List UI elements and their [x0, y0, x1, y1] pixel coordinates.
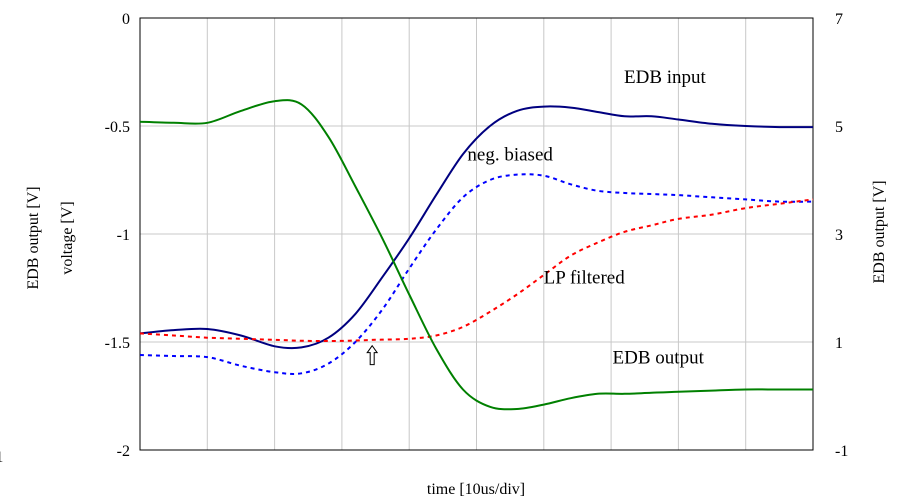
- curve-label: EDB output: [613, 348, 705, 369]
- right-axis-ticks: 7 5 3 1 -1: [835, 11, 848, 460]
- annotations: EDB input neg. biased LP filtered EDB outpu…: [366, 67, 707, 369]
- right-tick-label: 3: [835, 227, 843, 244]
- right-axis-title: EDB output [V]: [871, 180, 888, 283]
- right-tick-label: 7: [835, 11, 843, 28]
- right-tick-label: 5: [835, 119, 843, 136]
- up-arrow-icon: [366, 344, 379, 366]
- left-axis-title-inner: voltage [V]: [59, 201, 76, 274]
- left-tick-label: -1: [117, 227, 130, 244]
- series-lp-filtered-line: [139, 198, 814, 343]
- curve-label: EDB input: [624, 67, 707, 88]
- series-edb-input-line: [139, 105, 814, 350]
- right-tick-label: -1: [835, 443, 848, 460]
- left-axis-ticks: 0 -0.5 -1 -1.5 -2: [105, 11, 130, 460]
- left-tick-label: -1.5: [105, 335, 130, 352]
- plot-frame: [139, 17, 814, 451]
- left-extra-tick-label: -1: [0, 449, 3, 466]
- series-layer: [139, 99, 814, 411]
- series-neg-biased-line: [139, 173, 814, 375]
- curve-label: LP filtered: [544, 268, 626, 289]
- grid: [140, 18, 813, 450]
- series-edb-output-line: [139, 99, 813, 411]
- x-axis-title: time [10us/div]: [427, 481, 525, 498]
- left-tick-label: -2: [117, 443, 130, 460]
- curve-label: neg. biased: [467, 145, 553, 166]
- left-tick-label: 0: [122, 11, 130, 28]
- right-tick-label: 1: [835, 335, 843, 352]
- left-axis-title-outer: EDB output [V]: [25, 186, 42, 289]
- left-tick-label: -0.5: [105, 119, 130, 136]
